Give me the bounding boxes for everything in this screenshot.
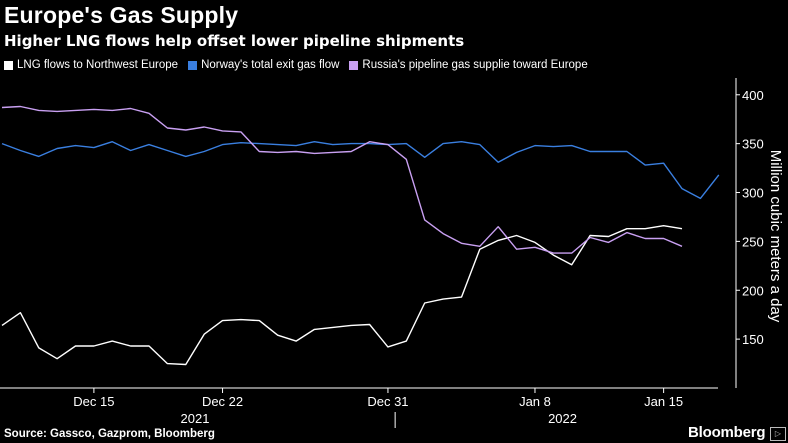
- chart-legend: LNG flows to Northwest Europe Norway's t…: [4, 59, 588, 71]
- x-tick-label: Jan 15: [644, 394, 683, 409]
- y-tick-label: 150: [742, 332, 764, 347]
- legend-item-norway: Norway's total exit gas flow: [188, 59, 339, 71]
- legend-swatch-norway: [188, 60, 198, 70]
- legend-item-lng: LNG flows to Northwest Europe: [4, 59, 178, 71]
- x-tick-label: Dec 22: [202, 394, 243, 409]
- y-tick-label: 250: [742, 234, 764, 249]
- legend-label-russia: Russia's pipeline gas supplie toward Eur…: [362, 59, 588, 71]
- y-tick-label: 400: [742, 88, 764, 103]
- brand-logo: Bloomberg: [688, 424, 766, 441]
- legend-swatch-lng: [4, 60, 13, 70]
- terminal-icon: ▷: [770, 427, 786, 441]
- legend-label-lng: LNG flows to Northwest Europe: [17, 59, 179, 71]
- x-tick-label: Jan 8: [519, 394, 551, 409]
- legend-item-russia: Russia's pipeline gas supplie toward Eur…: [349, 59, 588, 71]
- series-line-russia: [1, 105, 683, 254]
- y-tick-label: 300: [742, 186, 764, 201]
- y-tick-label: 200: [742, 283, 764, 298]
- source-note: Source: Gassco, Gazprom, Bloomberg: [4, 428, 215, 440]
- x-tick-label: Dec 31: [367, 394, 408, 409]
- legend-swatch-russia: [349, 60, 359, 70]
- series-line-lng: [1, 224, 683, 366]
- chart-subtitle: Higher LNG flows help offset lower pipel…: [4, 32, 465, 50]
- chart-title: Europe's Gas Supply: [4, 2, 239, 28]
- x-year-label: 2021: [181, 411, 210, 426]
- x-tick-label: Dec 15: [73, 394, 114, 409]
- y-tick-label: 350: [742, 137, 764, 152]
- y-axis-label: Million cubic meters a day: [767, 150, 784, 323]
- series-line-norway: [1, 140, 720, 200]
- x-year-label: 2022: [548, 411, 577, 426]
- legend-label-norway: Norway's total exit gas flow: [201, 59, 340, 71]
